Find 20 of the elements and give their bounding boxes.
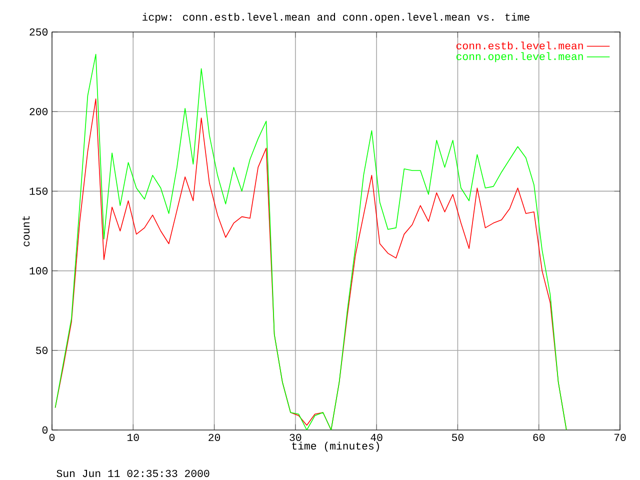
x-tick-label: 40: [370, 434, 382, 442]
y-tick-label: 250: [30, 28, 48, 36]
legend-label: conn.open.level.mean: [456, 52, 583, 62]
y-tick-label: 150: [30, 188, 48, 195]
x-tick-label: 30: [290, 434, 302, 442]
text: Sun Jun 11 02:35:33 2000: [56, 470, 210, 478]
x-tick-label: 70: [614, 434, 626, 442]
x-tick-label: 10: [128, 434, 139, 442]
y-tick-label: 50: [36, 346, 48, 354]
x-axis-title: time (minutes): [292, 442, 379, 452]
x-tick-label: 20: [208, 434, 220, 442]
y-tick-label: 200: [30, 108, 48, 116]
chart-title: icpw: conn.estb.level.mean and conn.open.level.mean vs. time: [142, 12, 530, 23]
y-axis-title: count: [22, 216, 30, 246]
x-tick-label: 0: [49, 434, 55, 442]
y-tick-label: 0: [42, 426, 48, 434]
x-tick-label: 60: [533, 434, 545, 442]
x-tick-label: 50: [452, 434, 464, 442]
legend-label: conn.estb.level.mean: [456, 42, 583, 50]
y-tick-label: 100: [30, 267, 48, 274]
